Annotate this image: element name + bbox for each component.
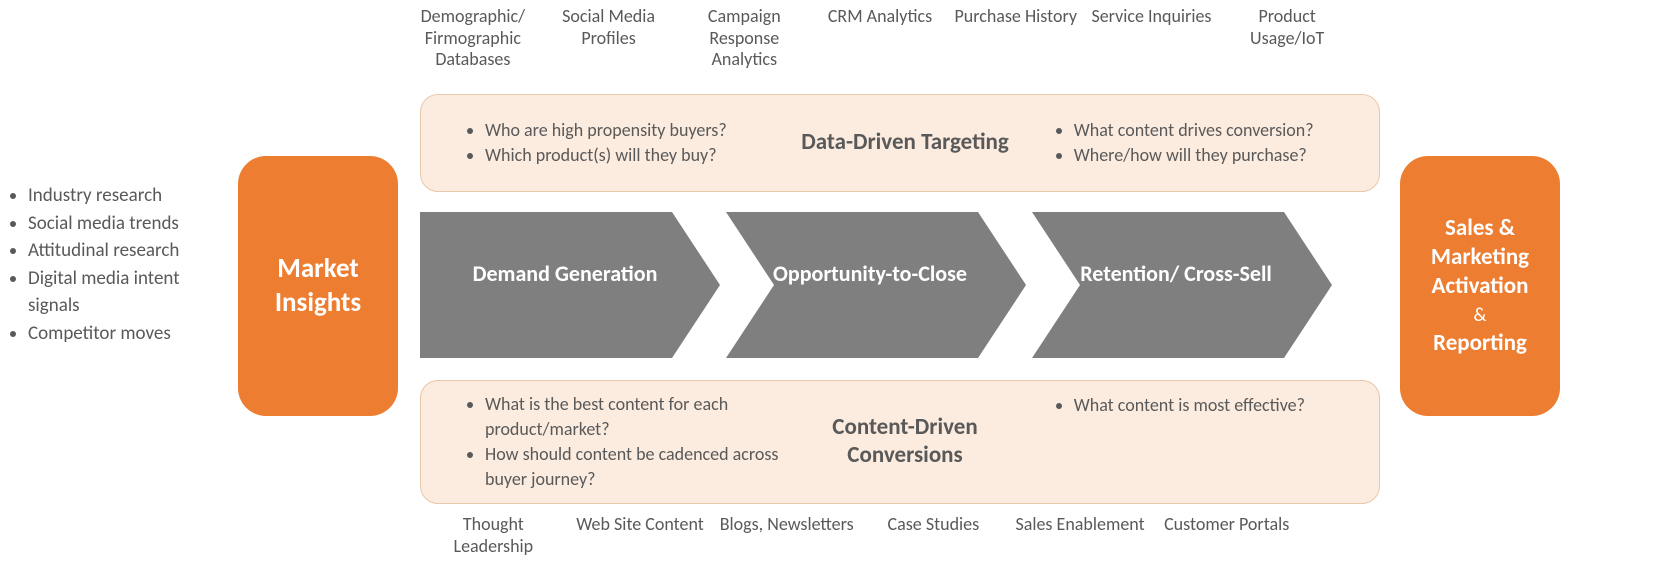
list-item: Social media trends (28, 210, 228, 238)
list-item: Digital media intent signals (28, 265, 228, 320)
list-item: Attitudinal research (28, 237, 228, 265)
list-item: Where/how will they purchase? (1074, 143, 1379, 168)
conversions-box: What is the best content for each produc… (420, 380, 1380, 504)
source-item: Social Media Profiles (541, 6, 677, 71)
targeting-box: Who are high propensity buyers? Which pr… (420, 94, 1380, 192)
sales-marketing-label: Sales & Marketing Activation & Reporting (1431, 214, 1529, 358)
source-item: Thought Leadership (420, 514, 567, 557)
list-item: Who are high propensity buyers? (485, 118, 790, 143)
bottom-sources-row: Thought Leadership Web Site Content Blog… (420, 514, 1300, 557)
source-item: CRM Analytics (812, 6, 948, 71)
conversions-right-questions: What content is most effective? (1020, 381, 1379, 418)
list-item: Competitor moves (28, 320, 228, 348)
source-item: Demographic/ Firmographic Databases (405, 6, 541, 71)
market-insights-box: Market Insights (238, 156, 398, 416)
list-item: How should content be cadenced across bu… (485, 442, 790, 492)
source-item: Product Usage/IoT (1219, 6, 1355, 71)
left-insight-bullets: Industry research Social media trends At… (8, 182, 228, 347)
list-item: Which product(s) will they buy? (485, 143, 790, 168)
source-item: Case Studies (860, 514, 1007, 557)
list-item: What content drives conversion? (1074, 118, 1379, 143)
source-item: Service Inquiries (1084, 6, 1220, 71)
top-sources-row: Demographic/ Firmographic Databases Soci… (405, 6, 1355, 71)
source-item: Web Site Content (567, 514, 714, 557)
conversions-left-questions: What is the best content for each produc… (421, 392, 790, 493)
left-insight-list: Industry research Social media trends At… (8, 182, 228, 347)
process-chevrons (420, 210, 1390, 364)
targeting-right-questions: What content drives conversion? Where/ho… (1020, 118, 1379, 168)
list-item: What is the best content for each produc… (485, 392, 790, 442)
targeting-left-questions: Who are high propensity buyers? Which pr… (421, 118, 790, 168)
source-item: Sales Enablement (1007, 514, 1154, 557)
source-item: Customer Portals (1153, 514, 1300, 557)
source-item: Blogs, Newsletters (713, 514, 860, 557)
source-item: Purchase History (948, 6, 1084, 71)
source-item: Campaign Response Analytics (676, 6, 812, 71)
market-insights-label: Market Insights (238, 252, 398, 320)
conversions-title: Content-Driven Conversions (790, 414, 1019, 469)
list-item: What content is most effective? (1074, 393, 1379, 418)
sales-marketing-box: Sales & Marketing Activation & Reporting (1400, 156, 1560, 416)
targeting-title: Data-Driven Targeting (790, 129, 1019, 157)
list-item: Industry research (28, 182, 228, 210)
